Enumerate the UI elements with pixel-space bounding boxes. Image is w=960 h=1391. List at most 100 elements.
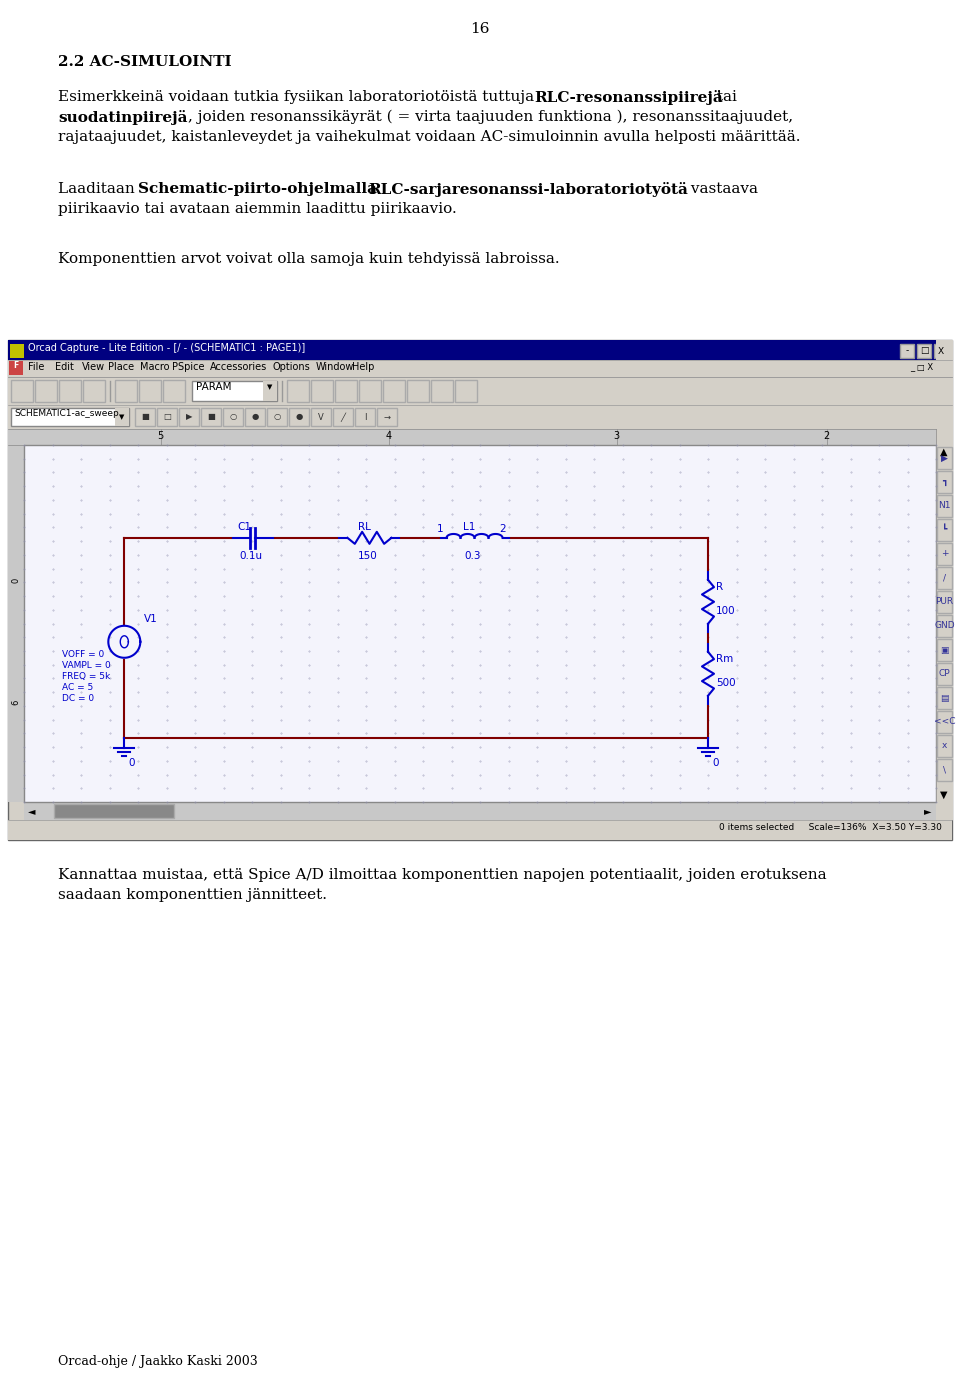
Text: RLC-sarjaresonanssi-laboratoriotyötä: RLC-sarjaresonanssi-laboratoriotyötä (368, 182, 688, 198)
Text: 1: 1 (437, 524, 444, 534)
Bar (8, 339, 952, 840)
Bar (9, 362, 23, 376)
Text: Macro: Macro (140, 362, 170, 371)
Bar (139, 380, 161, 402)
Text: piirikaavio tai avataan aiemmin laadittu piirikaavio.: piirikaavio tai avataan aiemmin laadittu… (58, 202, 457, 216)
Text: ◄: ◄ (28, 805, 36, 817)
Bar (83, 380, 105, 402)
Text: ▶: ▶ (185, 413, 192, 421)
Bar (8, 428, 936, 445)
Text: ■: ■ (207, 413, 215, 421)
Bar (936, 428, 952, 803)
Bar (223, 408, 243, 426)
Bar (59, 380, 81, 402)
Text: V: V (318, 413, 324, 421)
Text: PSpice: PSpice (173, 362, 204, 371)
Text: ○: ○ (229, 413, 236, 421)
Text: 150: 150 (357, 551, 377, 561)
Text: Accessories: Accessories (209, 362, 267, 371)
Bar (135, 408, 155, 426)
Text: /: / (943, 573, 946, 583)
Bar (937, 687, 952, 709)
Text: vastaava: vastaava (686, 182, 758, 196)
Bar (937, 447, 952, 469)
Text: RL: RL (358, 522, 371, 531)
Text: +: + (941, 549, 948, 559)
Bar (359, 380, 381, 402)
Bar (333, 408, 353, 426)
Text: PUR: PUR (935, 598, 953, 606)
Bar (937, 759, 952, 780)
Bar (431, 380, 453, 402)
Bar (35, 380, 57, 402)
Text: ►: ► (924, 805, 932, 817)
Text: File: File (28, 362, 44, 371)
Text: ▲: ▲ (940, 447, 948, 458)
Text: FREQ = 5k: FREQ = 5k (62, 672, 110, 680)
Text: 6: 6 (12, 700, 20, 705)
Text: R: R (716, 581, 723, 591)
Text: 2: 2 (824, 431, 829, 441)
Text: L1: L1 (464, 522, 476, 531)
Text: Rm: Rm (716, 654, 733, 664)
Bar (179, 408, 199, 426)
Bar (938, 460, 950, 480)
Bar (8, 360, 952, 377)
Bar (201, 408, 221, 426)
Bar (917, 344, 931, 357)
Bar (8, 445, 24, 803)
Bar (335, 380, 357, 402)
Text: ▤: ▤ (940, 694, 948, 702)
Text: □: □ (920, 346, 928, 356)
Text: 100: 100 (716, 606, 735, 616)
Text: →: → (383, 413, 391, 421)
Text: 16: 16 (470, 22, 490, 36)
Text: 5: 5 (157, 431, 164, 441)
Bar (8, 405, 952, 428)
Text: 0 items selected     Scale=136%  X=3.50 Y=3.30: 0 items selected Scale=136% X=3.50 Y=3.3… (719, 823, 942, 832)
Text: <<C: <<C (934, 718, 955, 726)
Text: ●: ● (296, 413, 302, 421)
Text: 0.1u: 0.1u (239, 551, 262, 561)
Bar (24, 445, 936, 803)
Text: Esimerkkeinä voidaan tutkia fysiikan laboratoriotöistä tuttuja: Esimerkkeinä voidaan tutkia fysiikan lab… (58, 90, 539, 104)
Text: 2: 2 (499, 524, 506, 534)
Bar (10, 344, 24, 357)
Bar (192, 381, 277, 401)
Text: ■: ■ (141, 413, 149, 421)
Bar (115, 380, 137, 402)
Bar (289, 408, 309, 426)
Text: suodatinpiirejä: suodatinpiirejä (58, 110, 187, 125)
Bar (455, 380, 477, 402)
Text: F: F (13, 360, 18, 370)
Bar (245, 408, 265, 426)
Text: 0: 0 (12, 579, 20, 583)
Text: 0: 0 (712, 758, 718, 768)
Text: DC = 0: DC = 0 (62, 694, 94, 702)
Bar (24, 803, 936, 821)
Text: saadaan komponenttien jännitteet.: saadaan komponenttien jännitteet. (58, 887, 327, 901)
Text: 500: 500 (716, 677, 735, 687)
Bar (937, 615, 952, 637)
Bar (937, 591, 952, 613)
Text: rajataajuudet, kaistanleveydet ja vaihekulmat voidaan AC-simuloinnin avulla help: rajataajuudet, kaistanleveydet ja vaihek… (58, 129, 801, 145)
Bar (311, 380, 333, 402)
Text: I: I (364, 413, 367, 421)
Bar (8, 377, 952, 405)
Bar (937, 664, 952, 684)
Bar (937, 519, 952, 541)
Bar (157, 408, 177, 426)
Bar (11, 380, 33, 402)
Text: ▼: ▼ (267, 384, 273, 389)
Text: 3: 3 (613, 431, 620, 441)
Text: \: \ (943, 765, 946, 775)
Text: 4: 4 (386, 431, 392, 441)
Text: RLC-resonanssipiirejä: RLC-resonanssipiirejä (534, 90, 723, 104)
Bar (115, 408, 129, 426)
Text: GND: GND (934, 622, 955, 630)
Text: 0: 0 (129, 758, 134, 768)
Bar (934, 344, 948, 357)
Bar (937, 542, 952, 565)
Text: Orcad Capture - Lite Edition - [/ - (SCHEMATIC1 : PAGE1)]: Orcad Capture - Lite Edition - [/ - (SCH… (28, 344, 305, 353)
Bar (936, 339, 953, 821)
